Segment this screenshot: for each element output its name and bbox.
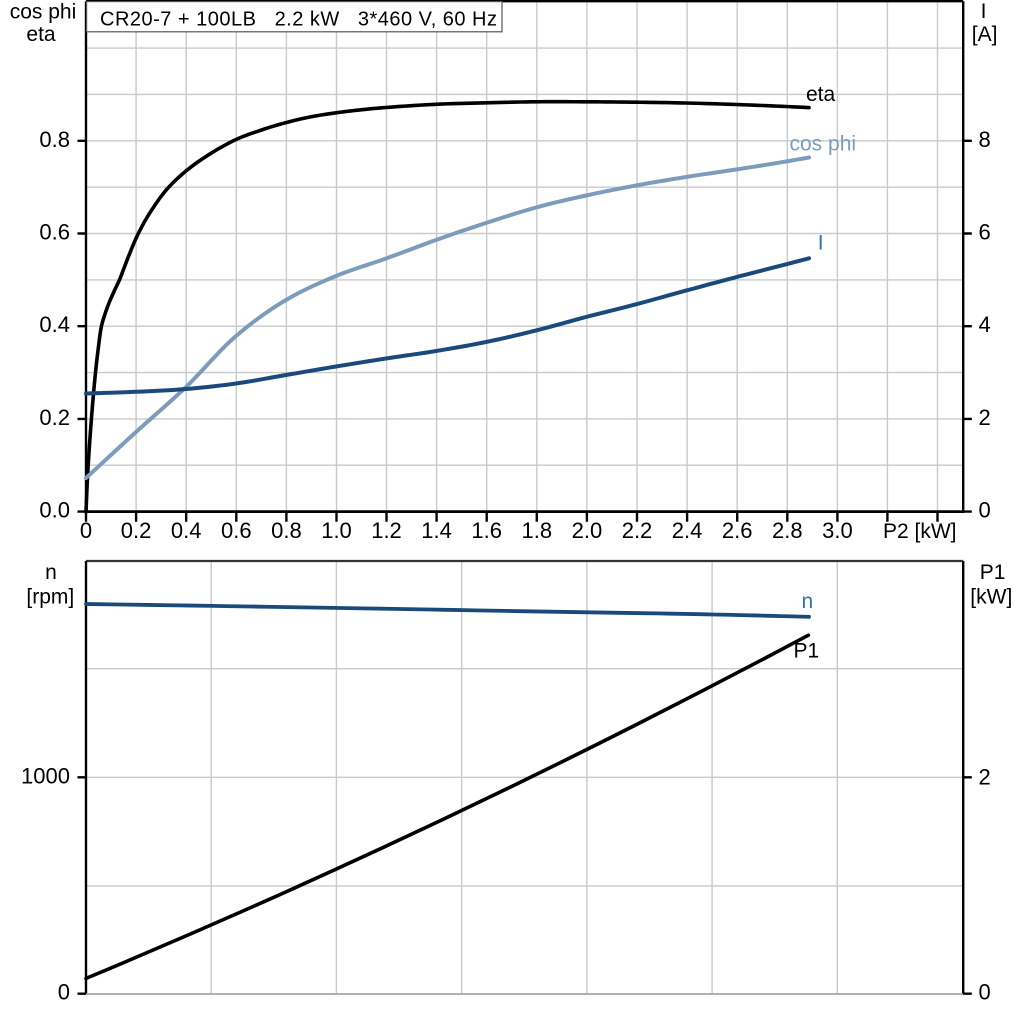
svg-text:P1: P1 [980,561,1006,584]
svg-text:2.0: 2.0 [572,518,603,543]
svg-text:0.0: 0.0 [39,498,70,523]
svg-text:0.4: 0.4 [39,312,70,337]
svg-text:CR20-7 + 100LB 2.2 kW 3*46: CR20-7 + 100LB 2.2 kW 3*460 V, 60 Hz [100,9,497,31]
svg-text:eta: eta [806,83,836,106]
svg-text:P1: P1 [794,640,820,663]
svg-text:1.4: 1.4 [421,518,452,543]
svg-text:[kW]: [kW] [970,585,1012,608]
svg-text:2.2: 2.2 [622,518,653,543]
svg-text:I: I [818,232,824,255]
svg-text:2.4: 2.4 [672,518,703,543]
svg-text:eta: eta [26,23,56,46]
svg-text:0.8: 0.8 [39,127,70,152]
svg-text:0.2: 0.2 [39,405,70,430]
svg-text:0: 0 [979,498,991,523]
svg-text:0: 0 [80,518,92,543]
svg-text:n: n [45,561,57,584]
svg-text:1.6: 1.6 [471,518,502,543]
svg-text:cos phi: cos phi [10,0,77,23]
svg-text:0: 0 [979,980,991,1005]
svg-text:1000: 1000 [21,763,70,788]
svg-text:0.4: 0.4 [171,518,202,543]
svg-text:0.6: 0.6 [39,220,70,245]
svg-text:2.8: 2.8 [772,518,803,543]
svg-text:[A]: [A] [972,23,998,46]
svg-text:6: 6 [979,220,991,245]
svg-text:0.2: 0.2 [121,518,152,543]
svg-text:n: n [802,590,814,613]
svg-text:1.8: 1.8 [522,518,553,543]
svg-text:8: 8 [979,127,991,152]
svg-text:1.2: 1.2 [371,518,402,543]
svg-text:2: 2 [979,405,991,430]
svg-text:[rpm]: [rpm] [26,585,74,608]
svg-text:cos phi: cos phi [790,133,857,156]
svg-text:0: 0 [58,980,70,1005]
svg-text:1.0: 1.0 [321,518,352,543]
svg-text:4: 4 [979,312,991,337]
svg-text:3.0: 3.0 [822,518,853,543]
svg-text:2.6: 2.6 [722,518,753,543]
svg-text:I: I [981,0,987,23]
svg-text:P2 [kW]: P2 [kW] [883,520,957,543]
svg-text:0.8: 0.8 [271,518,302,543]
svg-text:0.6: 0.6 [221,518,252,543]
svg-text:2: 2 [979,764,991,789]
